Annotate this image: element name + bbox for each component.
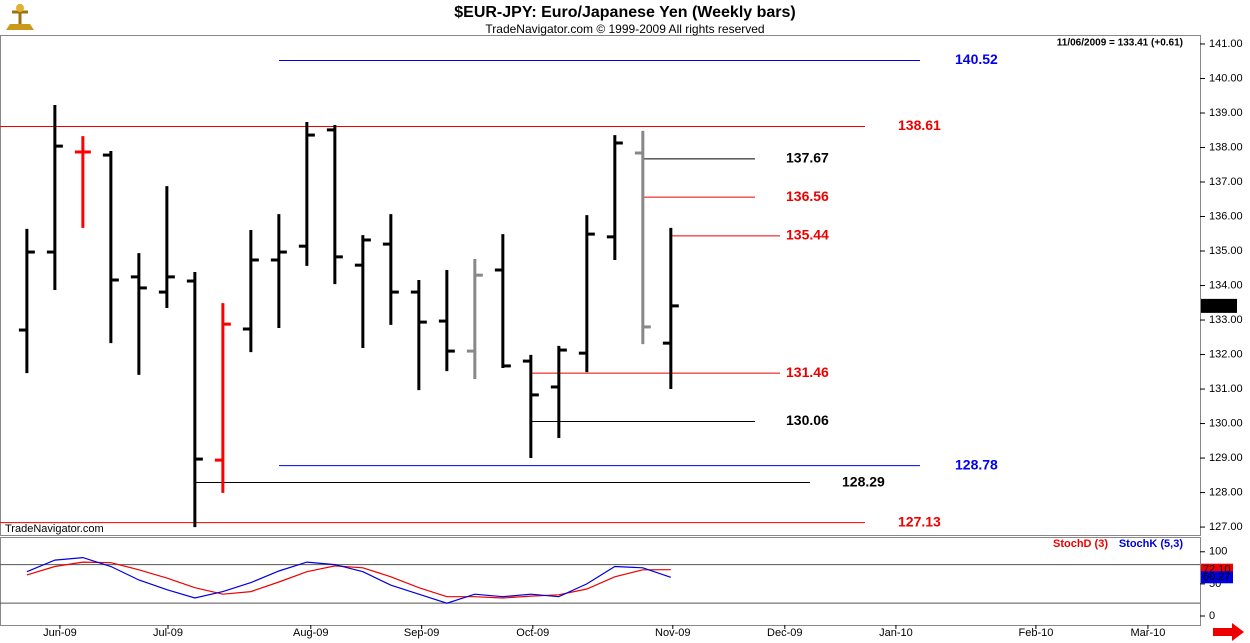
y-tick-label: 141.00 — [1209, 38, 1243, 50]
stoch-line — [26, 556, 671, 604]
x-tick-label: Jun-09 — [43, 627, 77, 639]
y-tick-label: 139.00 — [1209, 107, 1243, 119]
level-label: 128.29 — [842, 473, 885, 489]
indicator-tick-label: 0 — [1209, 610, 1215, 622]
x-tick-label: Nov-09 — [655, 627, 690, 639]
watermark: TradeNavigator.com — [5, 523, 104, 535]
stoch-marker — [1201, 571, 1233, 584]
chart-title: $EUR-JPY: Euro/Japanese Yen (Weekly bars… — [454, 4, 795, 21]
x-tick-label: Feb-10 — [1019, 627, 1054, 639]
x-tick-label: Aug-09 — [293, 627, 328, 639]
x-tick-label: Mar-10 — [1131, 627, 1166, 639]
stoch-marker-label: 60.27 — [1203, 571, 1231, 583]
scroll-arrow[interactable] — [1213, 623, 1244, 641]
legend-entry: StochK (5,3) — [1119, 538, 1184, 550]
level-label: 138.61 — [898, 117, 941, 133]
level-label: 135.44 — [786, 227, 829, 243]
level-label: 137.67 — [786, 150, 829, 166]
level-label: 140.52 — [955, 51, 998, 67]
x-tick-label: Dec-09 — [767, 627, 802, 639]
indicator-panel — [0, 537, 1201, 626]
stoch-line — [26, 561, 671, 599]
y-tick-label: 133.00 — [1209, 314, 1243, 326]
level-label: 136.56 — [786, 188, 829, 204]
x-tick-label: Oct-09 — [516, 627, 549, 639]
legend-entry: StochD (3) — [1053, 538, 1108, 550]
y-tick-label: 138.00 — [1209, 141, 1243, 153]
x-tick-label: Jul-09 — [153, 627, 183, 639]
x-tick-label: Sep-09 — [404, 627, 439, 639]
price-info: 11/06/2009 = 133.41 (+0.61) — [1057, 38, 1183, 49]
last-price-label: 133.41 — [1203, 300, 1237, 312]
y-tick-label: 132.00 — [1209, 348, 1243, 360]
logo — [6, 4, 34, 30]
level-label: 127.13 — [898, 513, 941, 529]
y-tick-label: 134.00 — [1209, 279, 1243, 291]
y-tick-label: 137.00 — [1209, 176, 1243, 188]
y-tick-label: 136.00 — [1209, 210, 1243, 222]
level-label: 130.06 — [786, 412, 829, 428]
y-tick-label: 129.00 — [1209, 452, 1243, 464]
indicator-tick-label: 100 — [1209, 546, 1227, 558]
y-tick-label: 128.00 — [1209, 486, 1243, 498]
y-tick-label: 135.00 — [1209, 245, 1243, 257]
chart-subtitle: TradeNavigator.com © 1999-2009 All right… — [485, 22, 764, 36]
last-price-box — [1201, 298, 1237, 313]
y-tick-label: 127.00 — [1209, 521, 1243, 533]
y-tick-label: 130.00 — [1209, 417, 1243, 429]
y-tick-label: 140.00 — [1209, 72, 1243, 84]
x-tick-label: Jan-10 — [879, 627, 913, 639]
y-tick-label: 131.00 — [1209, 383, 1243, 395]
level-label: 128.78 — [955, 456, 998, 472]
level-label: 131.46 — [786, 364, 829, 380]
